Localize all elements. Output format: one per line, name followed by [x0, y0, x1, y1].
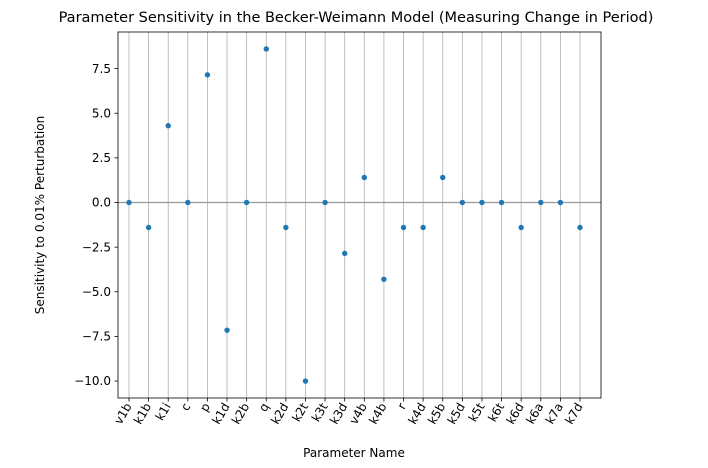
- x-tick-label-k1d: k1d: [209, 401, 232, 427]
- y-tick-label: −7.5: [82, 330, 111, 344]
- data-point-k5b: [440, 174, 446, 181]
- x-tick-label-r: r: [395, 400, 410, 411]
- data-point-k5d: [459, 199, 466, 206]
- y-axis-ticks: −10.0 −7.5 −5.0 −2.5 0.0 2.5 5.0 7.5: [74, 62, 118, 388]
- x-tick-label-k7d: k7d: [562, 401, 585, 427]
- data-point-v4b: [361, 174, 368, 181]
- x-tick-label-k4d: k4d: [406, 401, 429, 427]
- data-point-c: [185, 199, 191, 206]
- x-tick-label-q: q: [256, 401, 272, 415]
- data-point-p: [204, 72, 211, 78]
- x-tick-label-k5d: k5d: [445, 401, 468, 427]
- x-tick-label-k1i: k1i: [153, 401, 174, 424]
- data-point-k5t: [479, 199, 485, 206]
- data-point-q: [263, 46, 269, 52]
- x-tick-label-k6d: k6d: [504, 401, 527, 427]
- y-tick-label: 2.5: [92, 151, 111, 165]
- data-points: [126, 46, 583, 384]
- x-tick-label-k5t: k5t: [466, 400, 488, 424]
- data-point-k6d: [518, 224, 524, 231]
- data-point-k2b: [243, 199, 250, 206]
- x-axis-label: Parameter Name: [303, 446, 405, 460]
- x-tick-label-k6a: k6a: [523, 401, 546, 427]
- x-tick-label-k2d: k2d: [268, 401, 291, 427]
- y-tick-label: 0.0: [92, 196, 111, 210]
- data-point-k4d: [420, 224, 426, 231]
- data-point-k6a: [538, 199, 544, 206]
- x-tick-label-v1b: v1b: [111, 401, 134, 427]
- data-point-k3t: [322, 199, 328, 206]
- data-point-k7a: [557, 199, 564, 206]
- x-tick-label-k3d: k3d: [327, 401, 350, 427]
- grid-lines: [128, 32, 581, 398]
- x-tick-label-k2t: k2t: [289, 400, 311, 424]
- x-tick-label-p: p: [197, 401, 213, 415]
- x-tick-label-k5b: k5b: [425, 401, 448, 427]
- data-point-k3d: [341, 250, 348, 257]
- x-tick-label-k7a: k7a: [543, 401, 566, 427]
- chart-title: Parameter Sensitivity in the Becker-Weim…: [59, 10, 654, 26]
- plot-frame: [117, 31, 602, 399]
- y-tick-label: 7.5: [92, 62, 111, 76]
- y-tick-label: −5.0: [82, 285, 111, 299]
- y-tick-label: 5.0: [92, 106, 111, 120]
- data-point-k7d: [577, 224, 583, 231]
- x-tick-label-k2b: k2b: [229, 401, 252, 427]
- x-tick-label-k1b: k1b: [131, 401, 154, 427]
- data-point-k2t: [302, 378, 309, 384]
- y-axis-label: Sensitivity to 0.01% Perturbation: [33, 116, 47, 314]
- data-point-k2d: [283, 224, 289, 231]
- y-tick-label: −2.5: [82, 240, 111, 254]
- data-point-r: [400, 224, 407, 231]
- x-tick-label-c: c: [178, 401, 193, 414]
- data-point-k4b: [381, 276, 387, 282]
- data-point-k6t: [498, 199, 505, 206]
- data-point-k1d: [224, 327, 230, 333]
- data-point-k1i: [165, 123, 171, 129]
- x-tick-label-v4b: v4b: [347, 401, 370, 427]
- data-point-v1b: [126, 199, 132, 206]
- data-point-k1b: [145, 224, 152, 231]
- x-tick-label-k4b: k4b: [366, 401, 389, 427]
- y-tick-label: −10.0: [74, 374, 111, 388]
